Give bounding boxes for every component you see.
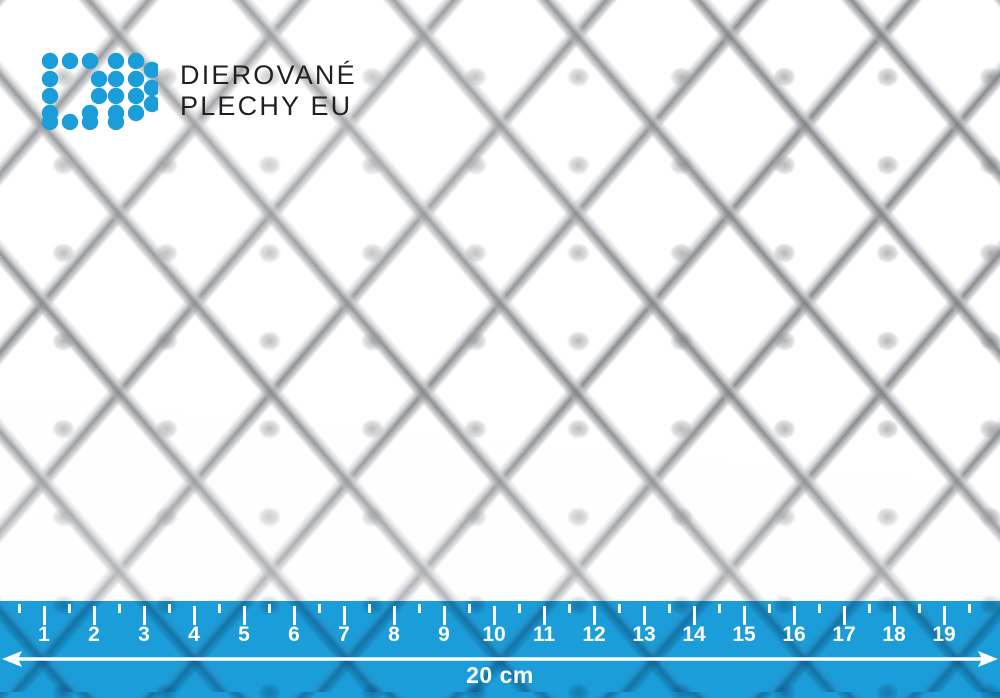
ruler-tick-minor [468, 604, 471, 613]
ruler-tick-minor [18, 604, 21, 613]
ruler-tick-label: 9 [438, 623, 450, 646]
ruler-tick-major [793, 606, 796, 625]
ruler-tick-label: 14 [682, 623, 706, 646]
ruler-tick-label: 11 [532, 623, 556, 646]
brand-name-line-1: DIEROVANÉ [180, 59, 357, 90]
ruler-tick-label: 18 [882, 623, 906, 646]
ruler-tick-major [493, 606, 496, 625]
ruler-tick-label: 17 [832, 623, 856, 646]
ruler-tick-minor [868, 604, 871, 613]
ruler-tick-minor [618, 604, 621, 613]
ruler-tick-label: 13 [632, 623, 656, 646]
ruler-tick-label: 10 [482, 623, 506, 646]
ruler-tick-label: 6 [288, 623, 300, 646]
ruler-tick-major [693, 606, 696, 625]
ruler-tick-major [243, 606, 246, 625]
ruler-tick-label: 5 [238, 623, 250, 646]
ruler-tick-minor [518, 604, 521, 613]
ruler-tick-major [193, 606, 196, 625]
ruler-tick-label: 12 [582, 623, 606, 646]
ruler-tick-major [593, 606, 596, 625]
ruler-tick-minor [368, 604, 371, 613]
scale-ruler-bar: 1 2 3 4 5 6 7 8 9 10 11 12 13 14 15 16 17 18 19 20 cm [0, 601, 1000, 698]
ruler-tick-major [643, 606, 646, 625]
ruler-tick-major [893, 606, 896, 625]
dierovane-plechy-dot-logo-icon [41, 52, 158, 130]
ruler-tick-label: 3 [138, 623, 150, 646]
ruler-tick-major [343, 606, 346, 625]
brand-name-line-2: PLECHY EU [180, 91, 353, 121]
ruler-tick-major [143, 606, 146, 625]
ruler-tick-label: 16 [782, 623, 806, 646]
ruler-tick-minor [268, 604, 271, 613]
ruler-tick-minor [668, 604, 671, 613]
ruler-tick-minor [918, 604, 921, 613]
ruler-tick-minor [568, 604, 571, 613]
ruler-tick-label: 15 [732, 623, 756, 646]
ruler-tick-label: 19 [932, 623, 956, 646]
ruler-tick-minor [968, 604, 971, 613]
ruler-tick-major [443, 606, 446, 625]
ruler-tick-major [743, 606, 746, 625]
ruler-tick-major [843, 606, 846, 625]
ruler-tick-major [943, 606, 946, 625]
ruler-tick-minor [718, 604, 721, 613]
ruler-tick-minor [218, 604, 221, 613]
brand-logo: DIEROVANÉ PLECHY EU [40, 52, 357, 130]
ruler-tick-label: 8 [388, 623, 400, 646]
ruler-tick-minor [768, 604, 771, 613]
ruler-tick-label: 4 [188, 623, 200, 646]
ruler-tick-minor [318, 604, 321, 613]
ruler-tick-major [293, 606, 296, 625]
ruler-tick-label: 7 [338, 623, 350, 646]
ruler-tick-label: 2 [88, 623, 100, 646]
brand-wordmark: DIEROVANÉ PLECHY EU [180, 60, 357, 123]
ruler-tick-label: 1 [38, 623, 50, 646]
total-length-label: 20 cm [466, 662, 534, 688]
ruler-tick-major [43, 606, 46, 625]
ruler-tick-minor [168, 604, 171, 613]
ruler-tick-minor [68, 604, 71, 613]
ruler-tick-major [93, 606, 96, 625]
ruler-tick-minor [418, 604, 421, 613]
ruler-tick-minor [118, 604, 121, 613]
ruler-tick-minor [818, 604, 821, 613]
ruler-tick-major [543, 606, 546, 625]
ruler-tick-major [393, 606, 396, 625]
